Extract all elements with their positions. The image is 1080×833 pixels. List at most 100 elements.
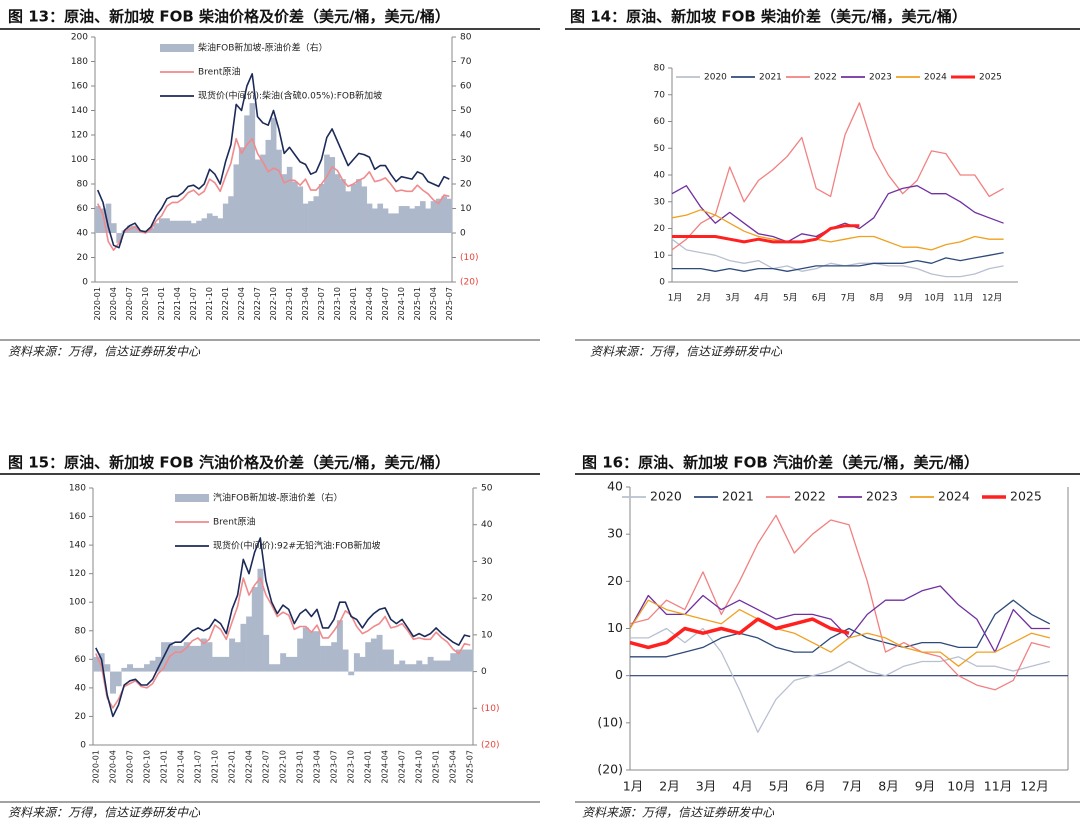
x-tick-label: 12月: [982, 293, 1002, 304]
spread-bar: [376, 634, 383, 672]
legend-label: 2020: [704, 73, 727, 83]
spread-bar: [441, 196, 447, 233]
spread-bar: [350, 184, 357, 233]
spread-bar: [331, 642, 338, 672]
y-tick-label: 140: [69, 541, 86, 551]
y-tick-label: 200: [71, 33, 88, 43]
series-line: [629, 514, 1050, 691]
legend-label: 2024: [938, 489, 970, 504]
x-tick-label: 2023-07: [317, 287, 326, 320]
x-tick-label: 2023-07: [330, 750, 339, 783]
source-note: 资料来源：万得，信达证券研发中心: [8, 806, 201, 820]
spread-bar: [110, 223, 117, 233]
x-tick-label: 2月: [659, 779, 679, 794]
spread-bar: [206, 642, 213, 672]
y-tick-label: 80: [75, 626, 87, 636]
chart-title: 图 16：原油、新加坡 FOB 汽油价差（美元/桶，美元/桶）: [582, 454, 979, 472]
y-tick-label: 40: [654, 171, 666, 181]
x-tick-label: 3月: [725, 293, 740, 304]
y-tick-label: 100: [69, 598, 86, 608]
spread-bar: [433, 660, 440, 672]
series-line: [96, 137, 450, 251]
spread-bar: [302, 627, 309, 672]
chart-title: 图 13：原油、新加坡 FOB 柴油价格及价差（美元/桶，美元/桶）: [8, 8, 450, 26]
spread-bar: [291, 656, 298, 672]
spread-bar: [281, 174, 288, 233]
y-tick-label: 120: [69, 569, 86, 579]
chart-panel: 图 13：原油、新加坡 FOB 柴油价格及价差（美元/桶，美元/桶） 资料来源：万…: [0, 8, 540, 359]
spread-bar: [450, 653, 457, 672]
y-tick-label: 20: [607, 573, 623, 588]
x-tick-label: 2023-01: [285, 287, 294, 320]
y-tick-label: 10: [607, 620, 623, 635]
spread-bar: [319, 645, 326, 672]
legend-label: 2021: [722, 489, 754, 504]
x-tick-label: 10月: [924, 293, 944, 304]
series-line: [630, 599, 1051, 658]
legend-label: 2023: [866, 489, 898, 504]
y2-tick-label: 0: [460, 229, 466, 239]
spread-bar: [212, 215, 218, 233]
source-note: 资料来源：万得，信达证券研发中心: [8, 345, 201, 359]
spread-bar: [438, 660, 445, 672]
y-tick-label: 180: [71, 57, 88, 67]
x-tick-label: 5月: [769, 779, 789, 794]
y2-tick-label: (10): [460, 253, 478, 263]
x-tick-label: 10月: [947, 779, 975, 794]
y2-tick-label: 30: [481, 557, 493, 567]
y2-tick-label: 60: [460, 82, 472, 92]
x-tick-label: 2021-10: [205, 287, 214, 320]
y-tick-label: 160: [69, 512, 86, 522]
x-tick-label: 2020-10: [141, 287, 150, 320]
spread-bar: [200, 638, 207, 672]
y2-tick-label: 70: [460, 57, 472, 67]
spread-bar: [292, 181, 298, 233]
spread-bar: [342, 649, 349, 672]
spread-bar: [234, 642, 241, 672]
x-tick-label: 2022-04: [244, 750, 253, 783]
spread-bar: [398, 206, 405, 233]
legend-swatch: [175, 494, 209, 502]
x-tick-label: 2024-10: [397, 287, 406, 320]
x-tick-label: 9月: [898, 293, 913, 304]
spread-bar: [308, 201, 314, 233]
spread-bar: [105, 203, 112, 233]
spread-bar: [206, 213, 213, 233]
spread-bar: [409, 208, 416, 233]
spread-bar: [382, 649, 389, 672]
spread-bar: [251, 587, 258, 672]
spread-bar: [183, 642, 190, 672]
x-tick-label: 2022-10: [279, 750, 288, 783]
x-tick-label: 2021-07: [189, 287, 198, 320]
y-tick-label: 0: [659, 278, 665, 288]
x-tick-label: 2021-07: [193, 750, 202, 783]
spread-bar: [280, 653, 287, 672]
x-tick-label: 2020-10: [142, 750, 151, 783]
legend-swatch: [160, 44, 194, 52]
chart-title: 图 14：原油、新加坡 FOB 柴油价差（美元/桶，美元/桶）: [570, 8, 967, 26]
spread-bar: [334, 174, 341, 233]
spread-bar: [222, 203, 229, 233]
y2-tick-label: 40: [460, 131, 472, 141]
x-tick-label: 2020-01: [93, 287, 102, 320]
x-tick-label: 2021-01: [159, 750, 168, 783]
y-tick-label: 60: [75, 655, 87, 665]
legend-label: 现货价(中间价):柴油(含硫0.05%):FOB新加坡: [198, 90, 382, 102]
spread-bar: [372, 208, 378, 233]
spread-bar: [348, 671, 355, 676]
x-tick-label: 2023-10: [333, 287, 342, 320]
spread-bar: [93, 656, 99, 672]
x-tick-label: 2025-04: [449, 750, 458, 783]
spread-bar: [240, 623, 247, 672]
x-tick-label: 2022-04: [237, 287, 246, 320]
spread-bar: [148, 228, 154, 233]
x-tick-label: 1月: [623, 779, 643, 794]
x-tick-label: 7月: [842, 779, 862, 794]
y-tick-label: 20: [75, 712, 87, 722]
spread-bar: [365, 642, 372, 672]
y-tick-label: 20: [77, 253, 89, 263]
y-tick-label: 60: [77, 204, 89, 214]
x-tick-label: 2020-04: [109, 287, 118, 320]
series-line: [95, 537, 471, 718]
